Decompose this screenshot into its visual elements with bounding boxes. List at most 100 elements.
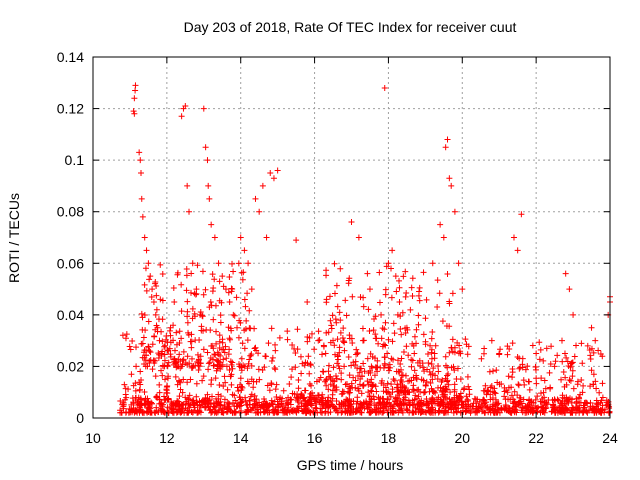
data-point: [165, 409, 172, 416]
data-point: [244, 337, 251, 344]
data-point: [491, 389, 498, 396]
data-point: [271, 364, 278, 371]
data-point: [200, 105, 207, 112]
data-point: [537, 409, 544, 416]
data-point: [133, 363, 140, 370]
data-point: [148, 293, 155, 300]
data-point: [385, 364, 392, 371]
data-point: [484, 388, 491, 395]
data-point: [372, 331, 379, 338]
data-point: [241, 363, 248, 370]
data-point: [341, 339, 348, 346]
data-point: [404, 407, 411, 414]
data-point: [516, 394, 523, 401]
data-point: [359, 325, 366, 332]
data-point: [149, 286, 156, 293]
data-point: [193, 393, 200, 400]
data-point: [227, 336, 234, 343]
data-point: [442, 353, 449, 360]
data-point: [334, 336, 341, 343]
data-point: [210, 362, 217, 369]
data-point: [424, 351, 431, 358]
data-point: [236, 403, 243, 410]
data-point: [381, 84, 388, 91]
data-point: [252, 344, 259, 351]
data-point: [457, 348, 464, 355]
data-point: [227, 358, 234, 365]
data-point: [465, 383, 472, 390]
data-point: [188, 270, 195, 277]
data-point: [411, 333, 418, 340]
data-point: [212, 352, 219, 359]
data-point: [217, 312, 224, 319]
data-point: [302, 387, 309, 394]
data-point: [414, 401, 421, 408]
data-point: [548, 343, 555, 350]
data-point: [541, 399, 548, 406]
data-point: [363, 400, 370, 407]
data-point: [284, 336, 291, 343]
data-point: [143, 347, 150, 354]
data-point: [359, 337, 366, 344]
data-point: [597, 350, 604, 357]
data-point: [241, 247, 248, 254]
data-point: [376, 269, 383, 276]
data-point: [409, 340, 416, 347]
data-point: [271, 398, 278, 405]
data-point: [129, 337, 136, 344]
data-point: [440, 234, 447, 241]
data-point: [336, 344, 343, 351]
data-point: [490, 403, 497, 410]
data-point: [138, 195, 145, 202]
data-point: [202, 394, 209, 401]
data-point: [568, 359, 575, 366]
data-point: [248, 362, 255, 369]
data-point: [161, 363, 168, 370]
data-point: [449, 348, 456, 355]
data-point: [153, 292, 160, 299]
data-point: [186, 392, 193, 399]
data-point: [311, 346, 318, 353]
data-point: [446, 349, 453, 356]
data-point: [132, 87, 139, 94]
data-point: [444, 270, 451, 277]
data-point: [297, 353, 304, 360]
data-point: [430, 409, 437, 416]
data-point: [388, 294, 395, 301]
data-point: [306, 397, 313, 404]
data-point: [230, 268, 237, 275]
data-point: [522, 409, 529, 416]
data-point: [190, 401, 197, 408]
data-point: [219, 273, 226, 280]
data-point: [145, 401, 152, 408]
data-point: [355, 385, 362, 392]
data-point: [210, 284, 217, 291]
data-point: [518, 400, 525, 407]
y-tick-label: 0.12: [57, 101, 84, 117]
data-point: [152, 326, 159, 333]
data-point: [165, 347, 172, 354]
y-tick-label: 0.04: [57, 307, 84, 323]
data-point: [322, 409, 329, 416]
data-point: [305, 353, 312, 360]
data-point: [329, 312, 336, 319]
data-point: [147, 409, 154, 416]
data-point: [123, 409, 130, 416]
data-point: [402, 325, 409, 332]
data-point: [213, 357, 220, 364]
data-point: [463, 393, 470, 400]
data-point: [430, 388, 437, 395]
data-point: [211, 276, 218, 283]
data-point: [343, 396, 350, 403]
data-point: [390, 320, 397, 327]
data-point: [575, 394, 582, 401]
data-point: [381, 360, 388, 367]
data-point: [588, 324, 595, 331]
data-point: [501, 393, 508, 400]
data-point: [311, 396, 318, 403]
data-point: [221, 396, 228, 403]
data-point: [472, 396, 479, 403]
data-point: [325, 398, 332, 405]
data-point: [163, 332, 170, 339]
data-point: [207, 400, 214, 407]
